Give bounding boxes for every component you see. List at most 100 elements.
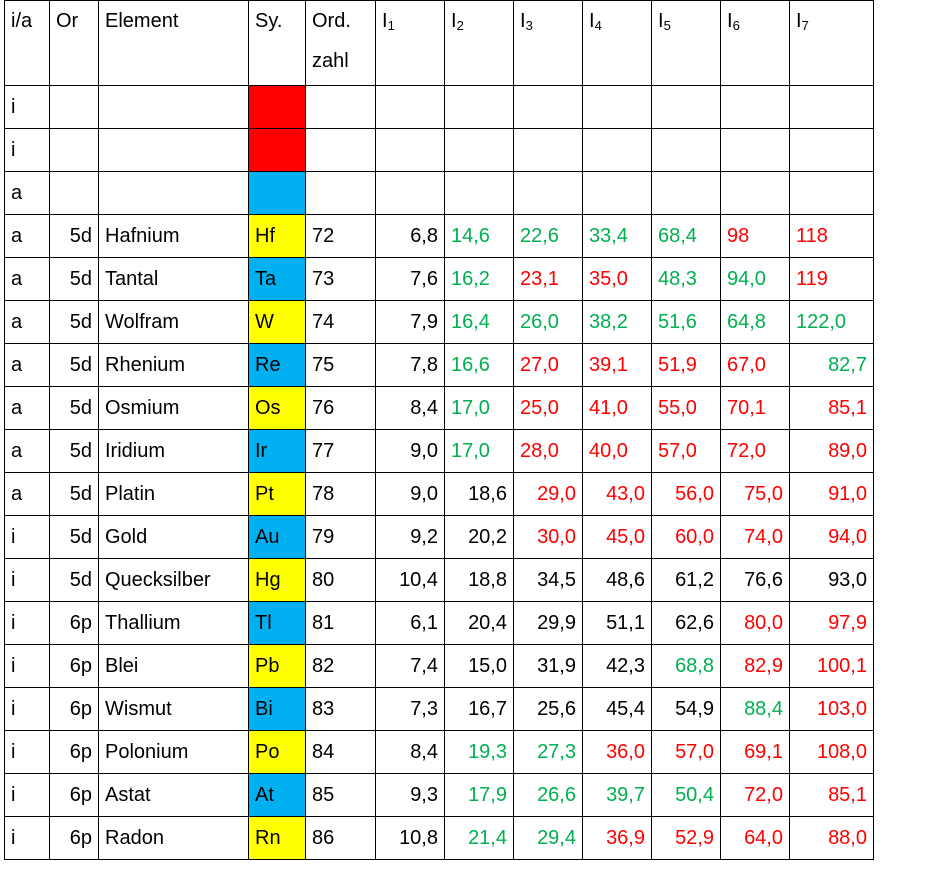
ionization-energy-cell: 38,2 [582,300,652,344]
ia-cell: i [4,816,50,860]
ionization-energy-cell: 89,0 [789,429,874,473]
symbol-cell [248,128,306,172]
ionization-energy-cell: 85,1 [789,773,874,817]
ionization-energy-cell [582,128,652,172]
ionization-energy-cell [513,85,583,129]
ionization-energy-cell: 7,3 [375,687,445,731]
ionization-energy-cell: 6,1 [375,601,445,645]
symbol-cell: Bi [248,687,306,731]
column-header: I6 [720,0,790,86]
column-header-label: Element [105,10,179,32]
atomic-number-cell: 77 [305,429,376,473]
ionization-energy-cell: 25,0 [513,386,583,430]
table-row: a 5d Iridium Ir 77 9,0 17,0 28,0 40,0 57,0 72,0 89,… [4,429,874,473]
ionization-energy-cell: 20,2 [444,515,514,559]
atomic-number-cell: 78 [305,472,376,516]
column-header-label: i/a [11,10,33,32]
ia-cell: i [4,558,50,602]
atomic-number-cell [305,128,376,172]
symbol-cell: Tl [248,601,306,645]
atomic-number-cell: 85 [305,773,376,817]
orbital-cell [49,128,99,172]
atomic-number-cell: 83 [305,687,376,731]
column-header: I1 [375,0,445,86]
ionization-energy-cell [720,85,790,129]
ionization-energy-cell: 118 [789,214,874,258]
ionization-energy-cell: 45,4 [582,687,652,731]
orbital-cell: 5d [49,343,99,387]
ionization-energy-cell: 42,3 [582,644,652,688]
column-header: I7 [789,0,874,86]
column-header: I2 [444,0,514,86]
ionization-energy-cell [789,85,874,129]
table-row: i 6p Astat At 85 9,3 17,9 26,6 39,7 50,4 72,0 85,1 [4,773,874,817]
table-row: a 5d Tantal Ta 73 7,6 16,2 23,1 35,0 48,3 94,0 119 [4,257,874,301]
ionization-energy-cell: 7,8 [375,343,445,387]
ionization-energy-cell: 20,4 [444,601,514,645]
element-name-cell [98,171,249,215]
ionization-energy-cell: 60,0 [651,515,721,559]
symbol-cell: Au [248,515,306,559]
column-header-label: I [451,10,457,32]
ionization-energy-cell: 57,0 [651,429,721,473]
ia-cell: a [4,257,50,301]
ionization-energy-cell: 17,9 [444,773,514,817]
symbol-cell: Ta [248,257,306,301]
orbital-cell: 5d [49,515,99,559]
ionization-energy-cell: 30,0 [513,515,583,559]
ionization-energy-cell: 70,1 [720,386,790,430]
ia-cell: a [4,300,50,344]
ionization-energy-cell: 48,3 [651,257,721,301]
ionization-energy-cell [375,128,445,172]
orbital-cell: 5d [49,429,99,473]
ionization-energy-cell: 39,7 [582,773,652,817]
symbol-cell [248,85,306,129]
element-name-cell: Wolfram [98,300,249,344]
atomic-number-cell: 82 [305,644,376,688]
orbital-cell: 6p [49,644,99,688]
ionization-energy-cell [444,128,514,172]
column-header-subscript: 7 [801,18,809,33]
orbital-cell: 5d [49,472,99,516]
ionization-energy-cell: 9,0 [375,429,445,473]
ionization-energy-cell: 35,0 [582,257,652,301]
ionization-energy-cell: 26,0 [513,300,583,344]
element-name-cell: Thallium [98,601,249,645]
ionization-energy-cell: 61,2 [651,558,721,602]
column-header-label: Ord. [312,10,351,32]
element-name-cell: Osmium [98,386,249,430]
table-row: i 5d Quecksilber Hg 80 10,4 18,8 34,5 48,6 61,2 76… [4,558,874,602]
orbital-cell [49,171,99,215]
ionization-energy-cell: 56,0 [651,472,721,516]
ia-cell: i [4,644,50,688]
ionization-energy-cell: 27,3 [513,730,583,774]
column-header-subscript: 6 [732,18,740,33]
table-row: a 5d Wolfram W 74 7,9 16,4 26,0 38,2 51,6 64,8 122,… [4,300,874,344]
element-name-cell: Gold [98,515,249,559]
column-header: Ord. zahl [305,0,376,86]
ionization-energy-cell: 98 [720,214,790,258]
column-header-subscript: 2 [456,18,464,33]
ionization-energy-cell [375,85,445,129]
orbital-cell: 5d [49,558,99,602]
column-header-label: I [658,10,664,32]
table-row: i 6p Thallium Tl 81 6,1 20,4 29,9 51,1 62,6 80,0 97… [4,601,874,645]
ionization-energy-cell: 8,4 [375,386,445,430]
column-header-subscript: 5 [663,18,671,33]
ionization-energy-cell: 88,4 [720,687,790,731]
ionization-energy-cell: 68,8 [651,644,721,688]
column-header: Or [49,0,99,86]
atomic-number-cell: 74 [305,300,376,344]
ionization-energy-cell: 50,4 [651,773,721,817]
ia-cell: i [4,773,50,817]
atomic-number-cell: 84 [305,730,376,774]
ionization-energy-cell [651,171,721,215]
ionization-energy-cell [375,171,445,215]
ia-cell: i [4,128,50,172]
orbital-cell: 5d [49,257,99,301]
ionization-energy-cell: 10,8 [375,816,445,860]
symbol-cell: Os [248,386,306,430]
ionization-energy-cell: 16,2 [444,257,514,301]
symbol-cell: Ir [248,429,306,473]
